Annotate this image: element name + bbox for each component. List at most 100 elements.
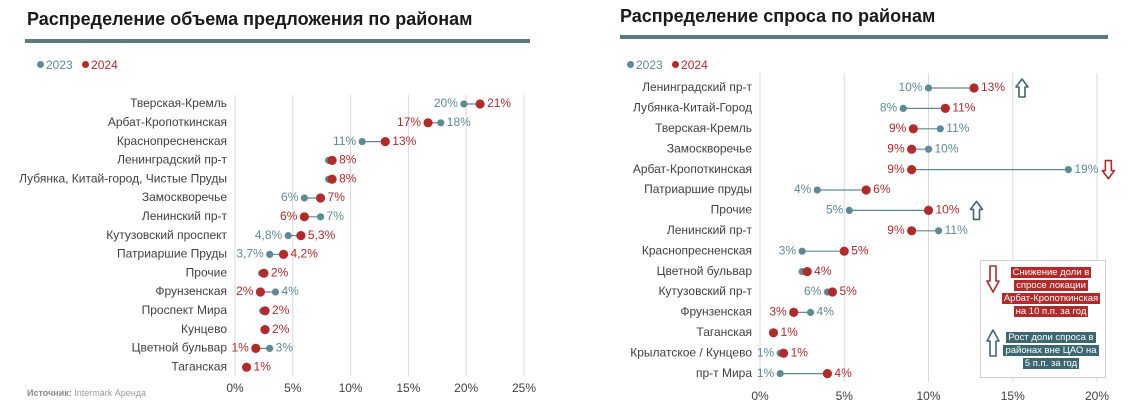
point-2024 bbox=[907, 165, 917, 175]
point-2024 bbox=[768, 328, 779, 338]
category-label: Краснопресненская bbox=[117, 134, 227, 148]
point-2023 bbox=[899, 104, 907, 112]
point-2023 bbox=[845, 206, 853, 214]
point-2024 bbox=[789, 307, 799, 317]
data-label-2024: 6% bbox=[280, 209, 298, 223]
data-label-2023: 1% bbox=[757, 345, 775, 359]
point-2024 bbox=[907, 144, 917, 154]
point-2024 bbox=[315, 193, 326, 203]
data-label-2023: 18% bbox=[447, 115, 471, 129]
data-label-2023: 10% bbox=[935, 141, 959, 155]
point-2023 bbox=[358, 138, 366, 146]
point-2024 bbox=[969, 83, 979, 93]
point-2023 bbox=[806, 308, 815, 316]
data-label-2024: 2% bbox=[272, 322, 290, 336]
point-2023 bbox=[266, 344, 274, 352]
category-label: Ленинский пр-т bbox=[667, 223, 753, 237]
legend-2024-label: 2024 bbox=[91, 57, 118, 72]
data-label-2024: 1% bbox=[231, 341, 249, 355]
legend-2024-label: 2024 bbox=[681, 57, 708, 72]
data-label-2024: 2% bbox=[272, 303, 290, 317]
legend-2023-label: 2023 bbox=[636, 57, 663, 72]
x-tick-label: 20% bbox=[454, 381, 478, 395]
point-2023 bbox=[935, 227, 943, 235]
note-increase: Рост доли спроса в районах вне ЦАО на 5 … bbox=[1001, 331, 1101, 370]
data-label-2023: 3% bbox=[779, 243, 797, 257]
category-label: Проспект Мира bbox=[142, 303, 228, 317]
category-label: Арбат-Кропоткинская bbox=[108, 115, 227, 129]
data-label-2024: 9% bbox=[889, 121, 907, 135]
data-label-2023: 1% bbox=[757, 366, 775, 380]
point-2024 bbox=[380, 137, 390, 147]
point-2024 bbox=[923, 205, 934, 215]
category-label: Ленинский пр-т bbox=[142, 209, 228, 223]
data-label-2024: 4% bbox=[834, 366, 852, 380]
right-title-underline bbox=[620, 35, 1108, 39]
category-label: пр-т Мира bbox=[696, 366, 752, 380]
point-2024 bbox=[251, 343, 261, 353]
point-2024 bbox=[802, 267, 812, 277]
data-label-2023: 11% bbox=[945, 223, 968, 237]
category-label: Кутузовский пр-т bbox=[658, 284, 752, 298]
point-2024 bbox=[940, 103, 950, 113]
point-2023 bbox=[316, 213, 325, 221]
category-label: Прочие bbox=[711, 203, 753, 217]
data-label-2024: 5% bbox=[851, 243, 869, 257]
category-label: Цветной бульвар bbox=[657, 264, 753, 278]
legend-2024-marker bbox=[672, 61, 680, 69]
x-tick-label: 10% bbox=[916, 389, 940, 403]
source-label: Источник: bbox=[27, 388, 72, 398]
point-2024 bbox=[327, 155, 337, 165]
point-2024 bbox=[327, 174, 337, 184]
data-label-2023: 7% bbox=[327, 209, 345, 223]
x-tick-label: 5% bbox=[284, 381, 302, 395]
legend-2023-marker bbox=[627, 61, 634, 69]
data-label-2024: 9% bbox=[887, 223, 905, 237]
point-2024 bbox=[822, 369, 833, 379]
right-legend: 2023 2024 bbox=[627, 57, 714, 72]
point-2024 bbox=[861, 185, 871, 195]
data-label-2024: 4,2% bbox=[291, 247, 319, 261]
category-label: Краснопресненская bbox=[642, 243, 752, 257]
category-label: Патриаршие пруды bbox=[644, 182, 752, 196]
up-arrow-icon bbox=[1015, 78, 1029, 98]
up-arrow-icon bbox=[986, 329, 1000, 357]
data-label-2024: 3% bbox=[769, 305, 787, 319]
data-label-2023: 20% bbox=[434, 96, 458, 110]
category-label: Фрунзенская bbox=[155, 284, 227, 298]
data-label-2023: 8% bbox=[880, 101, 898, 115]
data-label-2024: 1% bbox=[791, 345, 809, 359]
x-tick-label: 0% bbox=[751, 389, 769, 403]
data-label-2024: 2% bbox=[236, 284, 254, 298]
point-2023 bbox=[300, 194, 308, 202]
down-arrow-icon bbox=[1101, 159, 1116, 180]
legend-2023-label: 2023 bbox=[46, 57, 73, 72]
point-2024 bbox=[839, 246, 849, 256]
data-label-2023: 4% bbox=[817, 305, 835, 319]
point-2024 bbox=[255, 287, 266, 297]
category-label: Цветной бульвар bbox=[132, 341, 228, 355]
x-tick-label: 5% bbox=[836, 389, 854, 403]
category-label: Кутузовский проспект bbox=[106, 228, 227, 242]
point-2024 bbox=[260, 306, 270, 316]
category-label: Фрунзенская bbox=[680, 305, 752, 319]
point-2023 bbox=[776, 370, 784, 378]
data-label-2023: 6% bbox=[804, 284, 822, 298]
point-2023 bbox=[813, 186, 821, 194]
category-label: Кунцево bbox=[181, 322, 227, 336]
point-2024 bbox=[241, 362, 252, 372]
point-2024 bbox=[908, 124, 918, 134]
point-2024 bbox=[827, 287, 838, 297]
data-label-2024: 8% bbox=[339, 171, 357, 185]
x-tick-label: 15% bbox=[1001, 389, 1025, 403]
point-2023 bbox=[924, 84, 933, 92]
data-label-2024: 11% bbox=[952, 101, 975, 115]
left-title-underline bbox=[25, 39, 530, 43]
down-arrow-icon bbox=[986, 265, 1000, 293]
point-2023 bbox=[437, 119, 445, 127]
point-2023 bbox=[924, 145, 933, 153]
data-label-2023: 4,8% bbox=[255, 228, 283, 242]
note-increase-text: Рост доли спроса в районах вне ЦАО на 5 … bbox=[1003, 332, 1099, 369]
category-label: Лубянка-Китай-Город bbox=[633, 101, 752, 115]
